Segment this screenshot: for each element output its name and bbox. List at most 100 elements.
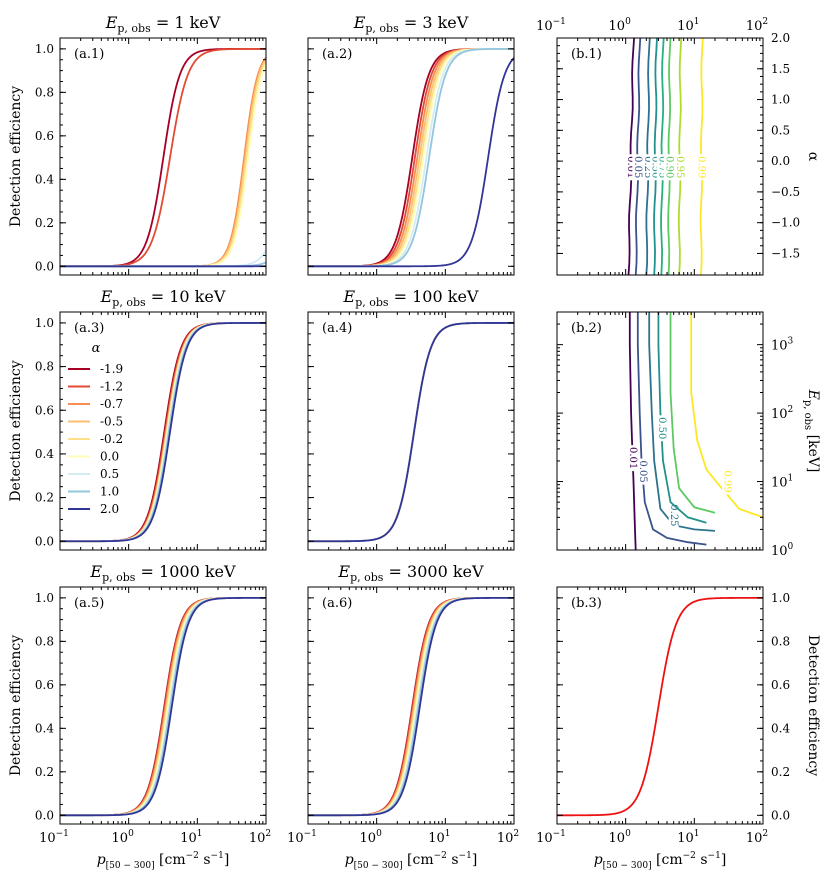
contour-b2-5 [690,312,763,519]
panel-label-a4: (a.4) [322,321,352,336]
text-part: 10 [677,19,694,34]
y-tick-label: 0.0 [771,154,790,168]
x-tick-label: 100 [609,829,632,846]
y-tick-label: 0.2 [771,765,790,779]
text-part: −1 [553,829,566,839]
y-tick-label: 0.2 [35,765,54,779]
text-part: p, obs [365,22,399,35]
panel-label-b3: (b.3) [571,596,602,611]
panel-title-a6: Ep, obs = 3000 keV [337,562,484,584]
text-part: 2 [788,405,794,415]
y-tick-label: 0.2 [35,491,54,505]
text-part: 10 [609,19,626,34]
curve-a4-6 [308,322,514,543]
text-part: [50 − 300] [354,861,403,871]
text-part: 10 [249,831,266,846]
text-part: 2 [265,829,271,839]
text-part: E [105,13,118,32]
y-axis-label: Detection efficiency [8,635,24,776]
text-part: p, obs [355,296,389,309]
curve-a5-1 [60,596,266,817]
y-tick-label: 2.0 [771,31,790,45]
contour-label-bg [627,445,638,472]
text-part: −2 [186,851,199,861]
text-part: [keV] [805,430,821,472]
contour-label-b1-6: 0.95 [674,156,685,178]
text-part: = 3000 keV [383,562,484,581]
curve-a2-0 [308,47,514,268]
legend-entry-label: 0.5 [100,467,119,481]
y-tick-label: 1.5 [771,62,790,76]
legend-entry-label: 1.0 [100,485,119,499]
x-tick-label: 101 [428,829,450,846]
plot-area-a5 [60,596,266,817]
axes-frame-b3 [556,586,764,825]
text-part: = 1000 keV [135,562,236,581]
y-tick-label: 1.0 [35,591,54,605]
text-part: 10 [677,831,694,846]
y-tick-label: 0.2 [35,216,54,230]
text-part: s [199,852,211,868]
axes-frame-b2 [556,311,764,551]
contour-label-bg [632,154,643,181]
y-tick-label: 102 [771,405,793,422]
x-tick-label: 102 [497,829,519,846]
panel-title-a5: Ep, obs = 1000 keV [89,562,236,584]
text-part: p, obs [117,22,151,35]
text-part: p, obs [802,400,813,430]
curve-a5-3 [60,596,266,817]
curve-a5-6 [60,596,266,817]
curve-a2-7 [308,47,514,268]
text-part: = 1 keV [151,13,221,32]
x-axis-label: p[50 − 300] [cm−2 s−1] [345,851,478,871]
panel-label-a2: (a.2) [322,47,352,62]
text-part: E [343,287,356,306]
text-part: ] [721,852,726,868]
contour-label-b1-5: 0.90 [663,156,674,178]
text-part: = 10 keV [146,287,226,306]
curve-a4-0 [308,322,514,543]
text-part: 10 [428,831,445,846]
panel-label-a6: (a.6) [322,596,352,611]
x-tick-label: 101 [677,17,699,34]
contour-label-b1-0: 0.01 [625,156,636,178]
curve-a2-1 [308,47,514,268]
curve-a6-6 [308,596,514,817]
text-part: 10 [771,544,788,559]
curve-a6-2 [308,596,514,817]
y-tick-label: 0.6 [35,403,54,417]
text-part: E [353,13,366,32]
legend-entry-label: -0.7 [100,397,123,411]
panel-a6: 10−1 100 101 102(a.6)Ep, obs = 3000 keVp[50… [287,562,519,871]
curve-a5-7 [60,596,266,817]
x-tick-label: 100 [360,829,383,846]
y-tick-label: 0.4 [771,721,790,735]
x-tick-label: 10−1 [287,829,317,846]
contour-label-b2-1: 0.05 [637,460,648,482]
contour-label-b1-7: 0.99 [696,156,707,178]
text-part: 2 [762,829,768,839]
text-part: 1 [445,829,451,839]
curve-a6-1 [308,596,514,817]
x-tick-label: 10−1 [39,829,69,846]
y-tick-label: 0.8 [35,85,54,99]
text-part: 10 [746,19,763,34]
plot-area-b1: 0.010.05 0.250.500.750.90 0.95 0.99 [625,38,707,275]
y-tick-label: 0.0 [771,808,790,822]
contour-label-bg [656,415,667,442]
text-part: E [89,562,102,581]
text-part: s [696,852,708,868]
text-part: 10 [746,831,763,846]
text-part: 10 [771,339,788,354]
text-part: 2 [762,17,768,27]
plot-area-a6 [308,596,514,817]
panel-a1: 0.0 0.2 0.4 0.6 0.8 1.0 Detection efficiency (a… [8,13,267,276]
curve-a6-3 [308,596,514,817]
text-part: [cm [155,852,186,868]
panel-label-a5: (a.5) [74,596,104,611]
text-part: [cm [652,852,683,868]
curve-a6-5 [308,596,514,817]
contour-label-bg [637,458,648,485]
x-axis-label: p[50 − 300] [cm−2 s−1] [97,851,230,871]
text-part: 2 [513,829,519,839]
